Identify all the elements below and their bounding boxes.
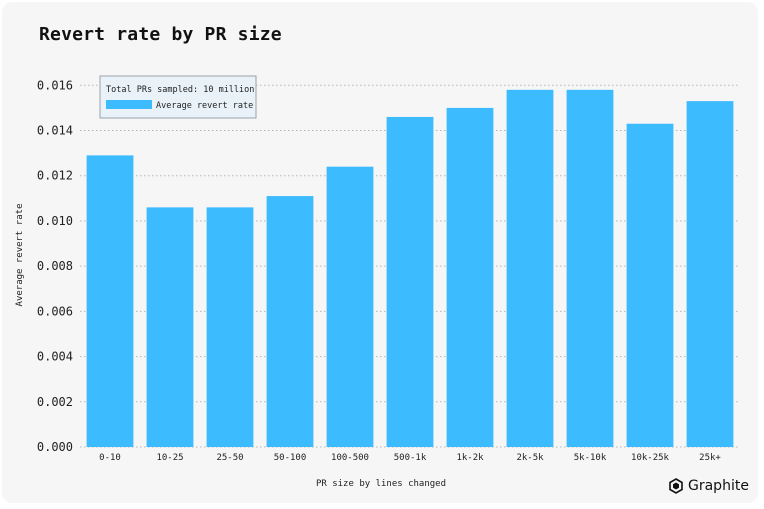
brand-name: Graphite [688, 478, 749, 494]
bar [266, 196, 314, 447]
x-tick-label: 25k+ [699, 453, 721, 463]
y-tick-label: 0.014 [37, 124, 73, 138]
x-tick-label: 25-50 [216, 453, 243, 463]
x-tick-label: 10-25 [156, 453, 183, 463]
bar [686, 101, 734, 448]
x-tick-label: 10k-25k [631, 453, 670, 463]
graphite-brand: Graphite [668, 478, 749, 494]
x-axis-label: PR size by lines changed [316, 479, 446, 489]
y-tick-label: 0.004 [37, 350, 73, 364]
legend-swatch [106, 100, 152, 109]
chart-title: Revert rate by PR size [39, 24, 282, 45]
bar [86, 155, 134, 447]
y-tick-label: 0.000 [37, 440, 73, 454]
x-tick-label: 1k-2k [456, 453, 484, 463]
bar [626, 123, 674, 447]
x-tick-label: 0-10 [99, 453, 121, 463]
y-tick-label: 0.016 [37, 78, 73, 92]
bar [386, 116, 434, 448]
bar [146, 207, 194, 447]
bar [446, 107, 494, 447]
graphite-logo-icon [669, 478, 683, 494]
y-tick-label: 0.012 [37, 169, 73, 183]
x-tick-label: 500-1k [394, 453, 427, 463]
x-tick-label: 2k-5k [516, 453, 544, 463]
x-tick-label: 50-100 [274, 453, 307, 463]
y-tick-label: 0.008 [37, 259, 73, 273]
x-tick-label: 5k-10k [574, 453, 607, 463]
legend-label: Average revert rate [156, 101, 253, 111]
bar [566, 89, 614, 447]
bar [326, 166, 374, 447]
y-axis-label: Average revert rate [15, 204, 25, 307]
y-tick-label: 0.002 [37, 395, 73, 409]
x-tick-label: 100-500 [331, 453, 369, 463]
legend-box [99, 75, 257, 119]
bar [206, 207, 254, 447]
y-tick-label: 0.006 [37, 304, 73, 318]
y-tick-label: 0.010 [37, 214, 73, 228]
bar [506, 89, 554, 447]
legend-note: Total PRs sampled: 10 million [106, 85, 254, 95]
